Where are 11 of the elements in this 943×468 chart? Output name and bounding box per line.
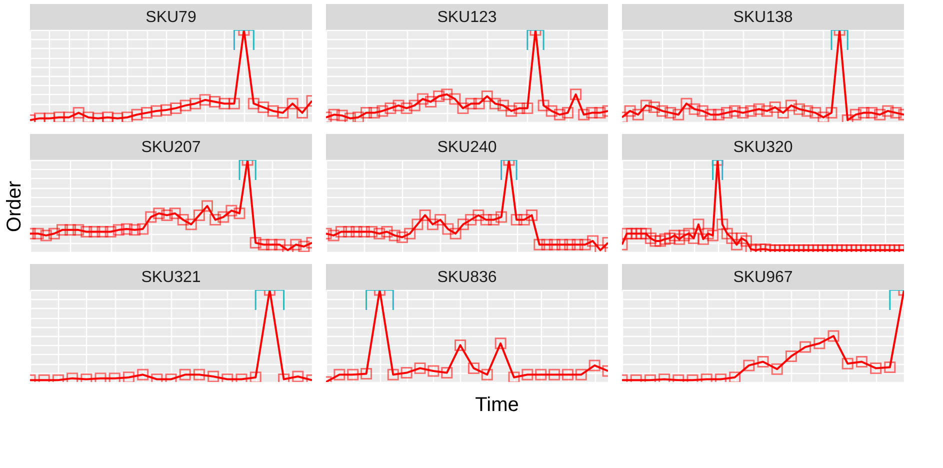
- chart-title: SKU321: [141, 269, 201, 286]
- chart-title: SKU967: [733, 269, 793, 286]
- y-axis-title: Order: [4, 180, 26, 232]
- chart-title: SKU320: [733, 139, 793, 156]
- chart-title: SKU79: [146, 9, 196, 26]
- chart-title: SKU123: [437, 9, 497, 26]
- chart-title: SKU240: [437, 139, 497, 156]
- x-axis-title: Time: [475, 394, 519, 416]
- chart-title: SKU138: [733, 9, 793, 26]
- chart-title: SKU207: [141, 139, 201, 156]
- chart-title: SKU836: [437, 269, 497, 286]
